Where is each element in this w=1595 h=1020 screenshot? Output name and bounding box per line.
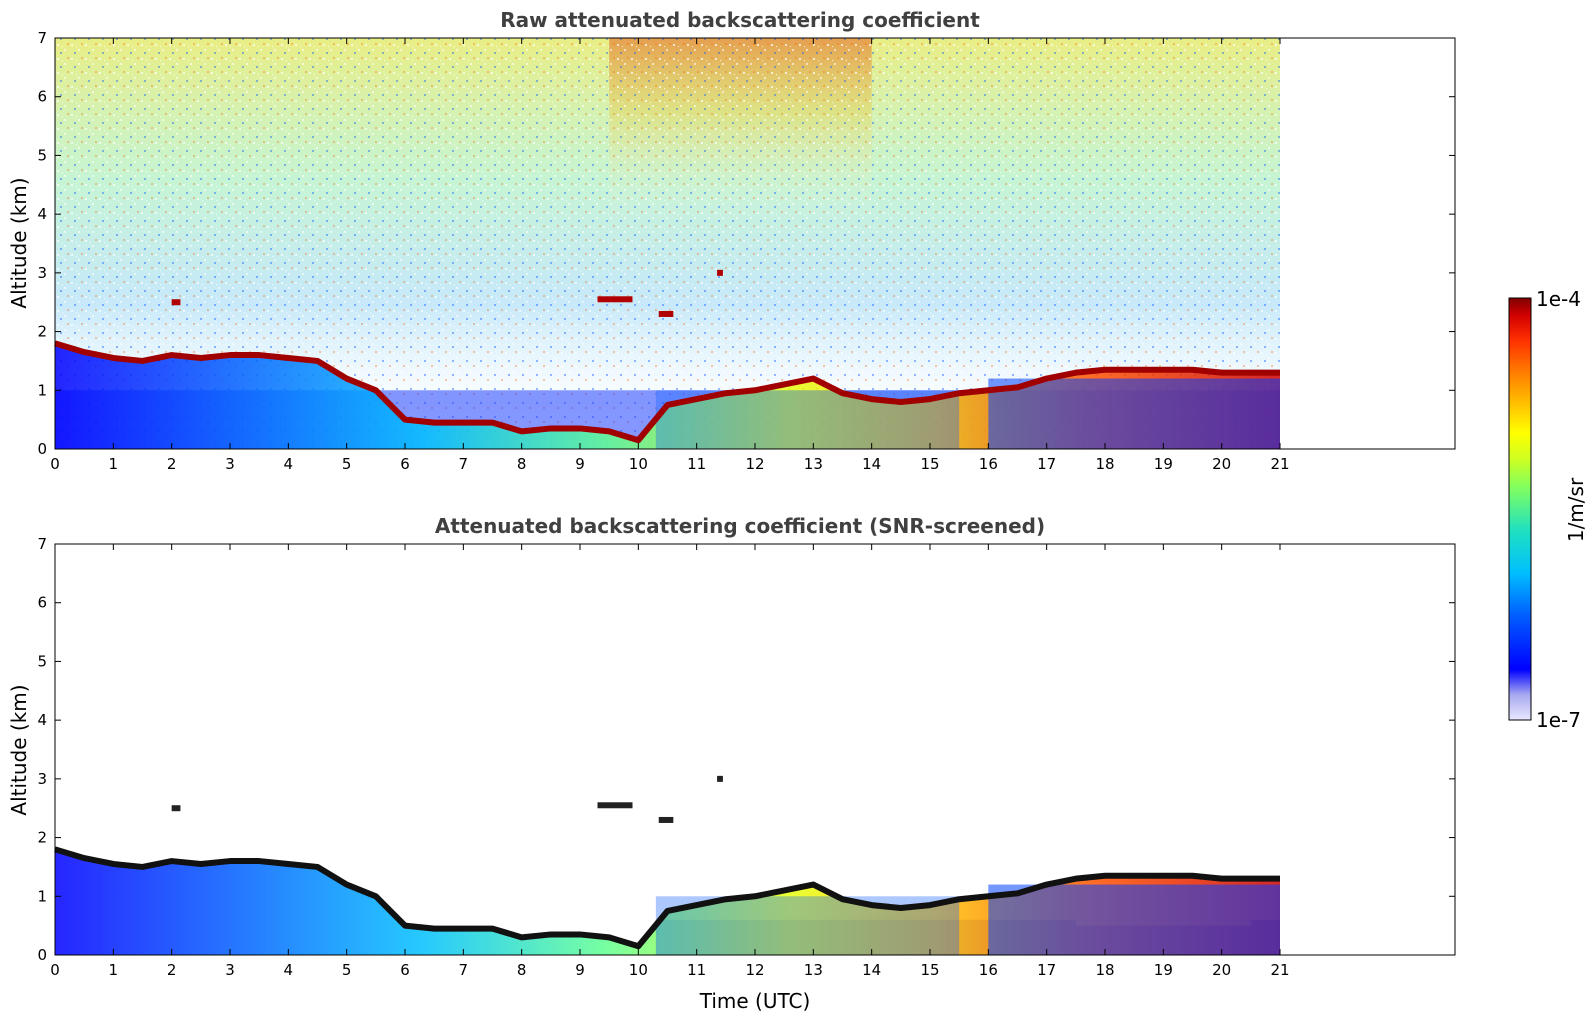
elevated-plume-0 <box>597 802 633 809</box>
y-tick-label: 2 <box>37 323 47 341</box>
x-tick-label: 13 <box>804 961 823 979</box>
heatmap-top <box>54 38 1280 449</box>
x-tick-label: 8 <box>517 455 527 473</box>
x-tick-label: 7 <box>459 455 469 473</box>
elevated-plume-0 <box>597 296 633 303</box>
elevated-plume-2 <box>717 775 723 782</box>
x-tick-label: 19 <box>1154 961 1173 979</box>
x-tick-label: 20 <box>1212 455 1231 473</box>
elevated-plume-1 <box>658 816 674 823</box>
y-tick-label: 4 <box>37 205 47 223</box>
x-tick-label: 12 <box>745 961 764 979</box>
x-tick-label: 16 <box>979 455 998 473</box>
boundary-layer-top-line <box>54 846 1280 950</box>
x-tick-label: 5 <box>342 961 352 979</box>
chart-title-top: Raw attenuated backscattering coefficien… <box>500 8 980 32</box>
ticks-bottom: 0 1 2 3 4 5 6 7 8 9 10 11 12 13 14 15 16 17 18 19 20 21012345… <box>37 535 1455 979</box>
heatmap-bottom <box>54 775 1280 955</box>
x-tick-label: 4 <box>284 961 294 979</box>
colorbar-max-label: 1e-4 <box>1536 287 1581 311</box>
ticks-top: 0 1 2 3 4 5 6 7 8 9 10 11 12 13 14 15 16 17 18 19 20 21012345… <box>37 29 1455 473</box>
x-tick-label: 1 <box>109 961 119 979</box>
chart-title-bottom: Attenuated backscattering coefficient (S… <box>435 514 1045 538</box>
panel-top: Raw attenuated backscattering coefficien… <box>7 8 1456 473</box>
x-tick-label: 10 <box>629 455 648 473</box>
y-tick-label: 5 <box>37 652 47 670</box>
x-tick-label: 1 <box>109 455 119 473</box>
boundary-layer-fill <box>55 849 1280 955</box>
y-tick-label: 7 <box>37 29 47 47</box>
colorbar-unit-label: 1/m/sr <box>1564 477 1588 542</box>
x-tick-label: 14 <box>862 455 881 473</box>
x-tick-label: 8 <box>517 961 527 979</box>
x-tick-label: 11 <box>687 961 706 979</box>
boundary-layer-top-line <box>54 340 1280 444</box>
y-tick-label: 0 <box>37 440 47 458</box>
x-tick-label: 13 <box>804 455 823 473</box>
y-tick-label: 6 <box>37 594 47 612</box>
y-tick-label: 2 <box>37 829 47 847</box>
x-tick-label: 19 <box>1154 455 1173 473</box>
x-tick-label: 16 <box>979 961 998 979</box>
x-tick-label: 20 <box>1212 961 1231 979</box>
x-tick-label: 18 <box>1095 455 1114 473</box>
ylabel-bottom: Altitude (km) <box>7 684 31 815</box>
colorbar-min-label: 1e-7 <box>1536 708 1581 732</box>
x-tick-label: 9 <box>575 455 585 473</box>
x-tick-label: 3 <box>225 961 235 979</box>
x-tick-label: 10 <box>629 961 648 979</box>
x-tick-label: 2 <box>167 455 177 473</box>
x-tick-label: 15 <box>920 961 939 979</box>
x-tick-label: 17 <box>1037 455 1056 473</box>
x-tick-label: 6 <box>400 455 410 473</box>
x-tick-label: 3 <box>225 455 235 473</box>
colorbar: 1e-4 1e-7 1/m/sr <box>1508 287 1588 732</box>
panel-bottom: Attenuated backscattering coefficient (S… <box>7 514 1456 1013</box>
x-tick-label: 7 <box>459 961 469 979</box>
ylabel-top: Altitude (km) <box>7 177 31 308</box>
x-tick-label: 17 <box>1037 961 1056 979</box>
y-tick-label: 5 <box>37 146 47 164</box>
x-tick-label: 0 <box>50 961 60 979</box>
afternoon-blue-overlay <box>988 884 1280 955</box>
x-tick-label: 21 <box>1270 961 1289 979</box>
elevated-plume-1 <box>658 310 674 317</box>
elevated-plume-3 <box>171 805 181 812</box>
y-tick-label: 0 <box>37 946 47 964</box>
elevated-plume-2 <box>717 269 723 276</box>
x-tick-label: 12 <box>745 455 764 473</box>
y-tick-label: 3 <box>37 770 47 788</box>
y-tick-label: 1 <box>37 887 47 905</box>
afternoon-blue-overlay <box>988 378 1280 449</box>
y-tick-label: 7 <box>37 535 47 553</box>
colorbar-gradient <box>1508 297 1532 721</box>
y-tick-label: 6 <box>37 88 47 106</box>
x-tick-label: 0 <box>50 455 60 473</box>
x-tick-label: 5 <box>342 455 352 473</box>
y-tick-label: 4 <box>37 711 47 729</box>
boundary-layer-fill <box>55 343 1280 449</box>
x-tick-label: 6 <box>400 961 410 979</box>
x-tick-label: 11 <box>687 455 706 473</box>
x-tick-label: 21 <box>1270 455 1289 473</box>
x-tick-label: 2 <box>167 961 177 979</box>
x-tick-label: 4 <box>284 455 294 473</box>
x-tick-label: 18 <box>1095 961 1114 979</box>
x-tick-label: 9 <box>575 961 585 979</box>
elevated-plume-3 <box>171 299 181 306</box>
x-tick-label: 14 <box>862 961 881 979</box>
x-tick-label: 15 <box>920 455 939 473</box>
y-tick-label: 1 <box>37 381 47 399</box>
xlabel-bottom: Time (UTC) <box>699 989 811 1013</box>
y-tick-label: 3 <box>37 264 47 282</box>
